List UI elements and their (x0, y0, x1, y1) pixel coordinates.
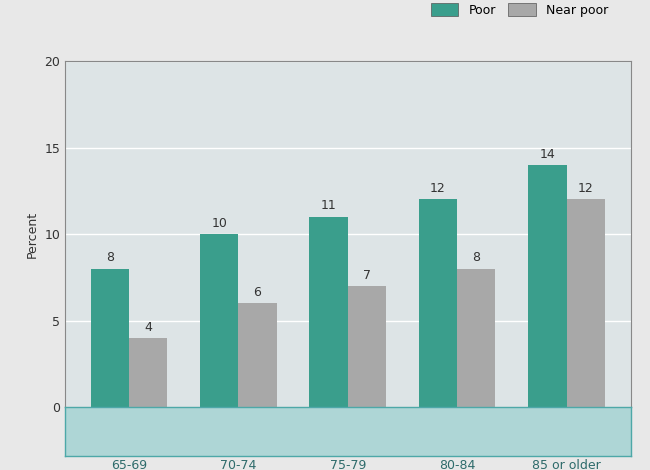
Bar (91, 269, 129, 407)
Bar (457, 269, 495, 407)
Text: 4: 4 (144, 321, 152, 334)
Bar (348, 286, 386, 407)
Text: 6: 6 (254, 286, 261, 299)
Text: 8: 8 (473, 251, 480, 264)
Text: 12: 12 (578, 182, 593, 195)
Bar (309, 217, 348, 407)
Text: 12: 12 (430, 182, 446, 195)
Bar (239, 303, 277, 407)
Legend: Poor, Near poor: Poor, Near poor (426, 0, 613, 22)
Bar (200, 234, 239, 407)
Text: 7: 7 (363, 269, 371, 282)
Bar (129, 338, 167, 407)
Y-axis label: Percent: Percent (26, 211, 39, 258)
Bar (419, 199, 457, 407)
Text: 8: 8 (106, 251, 114, 264)
Bar (567, 199, 604, 407)
Bar (528, 165, 567, 407)
Text: 14: 14 (540, 148, 555, 161)
Text: 11: 11 (320, 199, 337, 212)
Text: 10: 10 (211, 217, 227, 230)
